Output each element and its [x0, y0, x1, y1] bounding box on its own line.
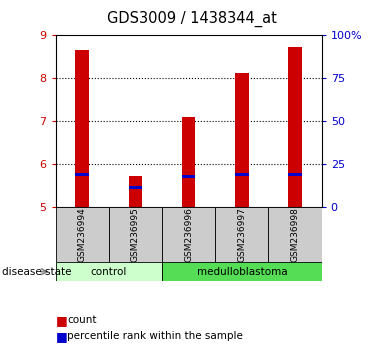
- Text: GSM236994: GSM236994: [78, 207, 87, 262]
- Bar: [215, 207, 268, 262]
- Bar: [56, 262, 162, 281]
- Bar: [288, 173, 302, 176]
- Text: GSM236997: GSM236997: [237, 207, 246, 262]
- Text: GSM236996: GSM236996: [184, 207, 193, 262]
- Text: count: count: [67, 315, 97, 325]
- Text: GDS3009 / 1438344_at: GDS3009 / 1438344_at: [106, 11, 277, 27]
- Bar: [182, 117, 195, 207]
- Bar: [268, 207, 322, 262]
- Bar: [182, 175, 195, 178]
- Text: ■: ■: [56, 330, 67, 343]
- Bar: [75, 173, 89, 176]
- Bar: [75, 50, 89, 207]
- Bar: [235, 173, 249, 176]
- Bar: [162, 262, 322, 281]
- Text: GSM236998: GSM236998: [291, 207, 300, 262]
- Text: ■: ■: [56, 314, 67, 327]
- Text: disease state: disease state: [2, 267, 71, 277]
- Bar: [288, 47, 302, 207]
- Bar: [162, 207, 215, 262]
- Text: percentile rank within the sample: percentile rank within the sample: [67, 331, 243, 341]
- Bar: [235, 73, 249, 207]
- Text: GSM236995: GSM236995: [131, 207, 140, 262]
- Bar: [129, 176, 142, 207]
- Text: control: control: [91, 267, 127, 277]
- Text: medulloblastoma: medulloblastoma: [196, 267, 287, 277]
- Bar: [56, 207, 109, 262]
- Bar: [109, 207, 162, 262]
- Bar: [129, 186, 142, 189]
